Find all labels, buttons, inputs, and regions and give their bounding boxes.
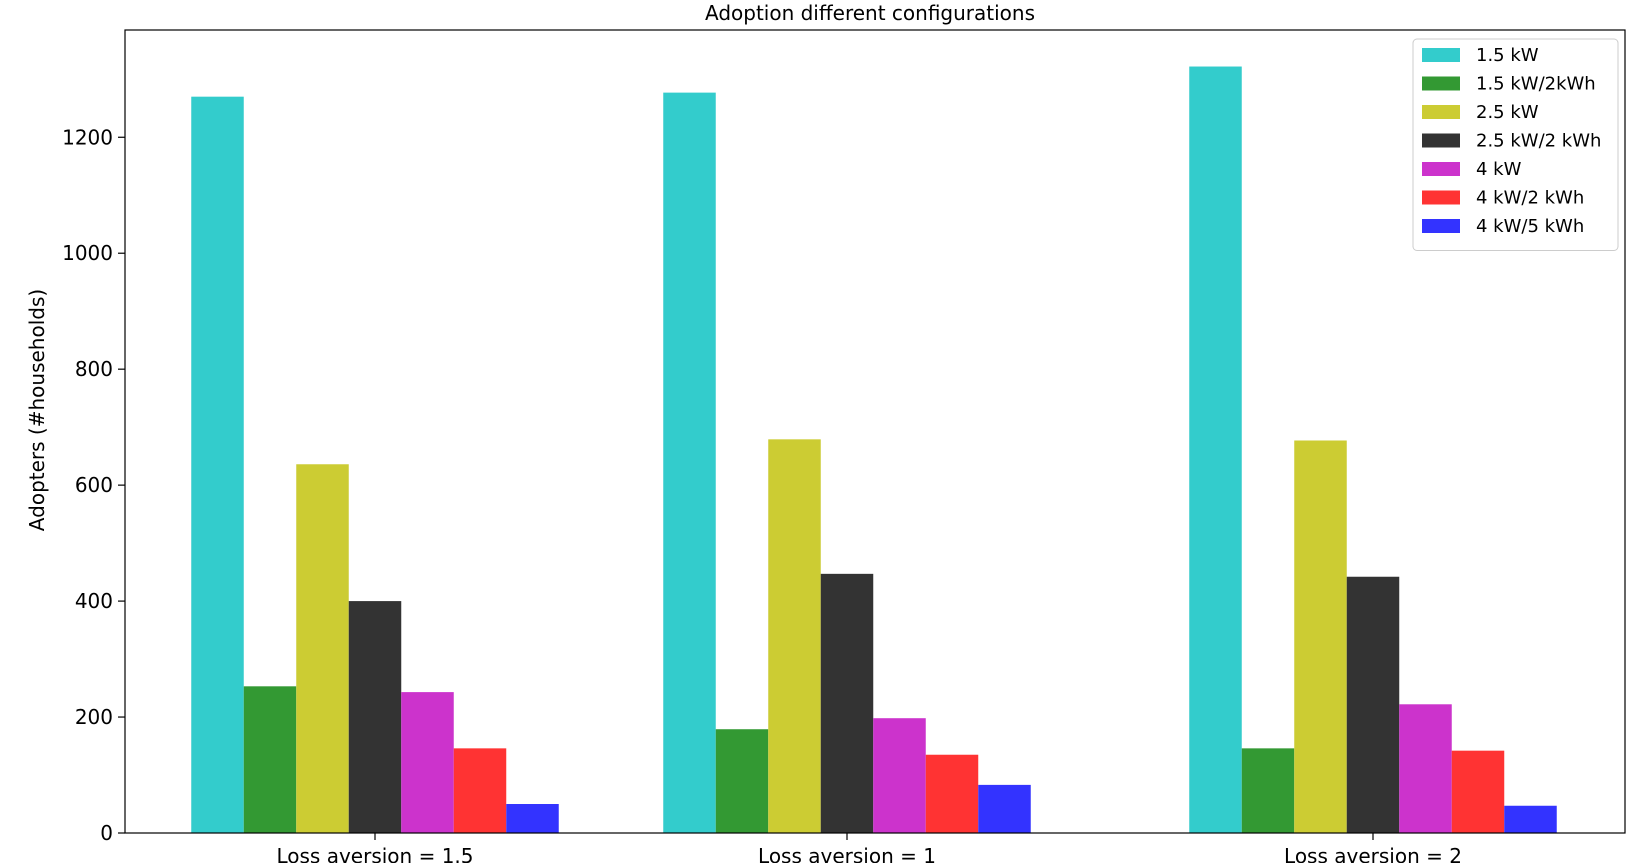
x-axis: Loss aversion = 1.5 Loss aversion = 1 Loss… (276, 833, 1462, 863)
x-tick-label: Loss aversion = 1.5 (276, 844, 473, 863)
bar-series-0-category-1 (663, 92, 716, 834)
x-tick-label: Loss aversion = 1 (758, 844, 936, 863)
y-tick-label: 200 (75, 705, 113, 729)
y-axis: 0 200 400 600 800 1000 1200 (62, 125, 125, 845)
bar-series-1-category-2 (1241, 748, 1295, 833)
y-tick-label: 400 (75, 589, 113, 613)
legend-swatch (1422, 76, 1460, 91)
bar-series-2-category-1 (768, 439, 821, 833)
bar-series-4-category-1 (873, 718, 926, 833)
legend-swatch (1422, 48, 1460, 62)
bar-series-2-category-0 (296, 464, 349, 833)
legend-label: 1.5 kW/2kWh (1476, 74, 1596, 95)
bar-series-0-category-0 (191, 96, 244, 834)
bar-series-4-category-0 (401, 692, 454, 833)
bar-series-3-category-0 (348, 601, 402, 833)
y-tick-label: 0 (100, 821, 113, 845)
legend-swatch (1422, 105, 1460, 119)
bar-series-2-category-2 (1294, 440, 1347, 833)
legend-label: 4 kW/2 kWh (1476, 188, 1584, 209)
bar-series-4-category-2 (1399, 704, 1452, 833)
legend-box (1412, 38, 1619, 251)
legend-label: 1.5 kW (1476, 45, 1539, 66)
bar-series-3-category-2 (1346, 576, 1400, 833)
y-tick-label: 1000 (62, 241, 113, 265)
bar-series-6-category-2 (1504, 805, 1557, 833)
bar-series-1-category-1 (715, 729, 769, 833)
y-tick-label: 800 (75, 357, 113, 381)
bars-group (191, 66, 1557, 834)
bar-series-5-category-0 (453, 748, 507, 833)
legend-swatch (1422, 162, 1460, 176)
bar-series-5-category-2 (1451, 750, 1505, 833)
legend-label: 4 kW/5 kWh (1476, 216, 1584, 237)
bar-series-3-category-1 (820, 573, 874, 833)
plot-frame (124, 29, 1626, 834)
bar-series-6-category-0 (506, 804, 559, 833)
legend-label: 4 kW (1476, 159, 1522, 180)
legend-swatch (1422, 190, 1460, 205)
y-tick-label: 1200 (62, 125, 113, 149)
bar-series-1-category-0 (243, 686, 297, 833)
bar-series-0-category-2 (1189, 66, 1242, 833)
bar-series-5-category-1 (925, 754, 979, 833)
y-axis-label: Adopters (#households) (25, 289, 49, 531)
legend-swatch (1422, 219, 1460, 233)
x-tick-label: Loss aversion = 2 (1284, 844, 1462, 863)
legend-label: 2.5 kW (1476, 102, 1539, 123)
bar-series-6-category-1 (978, 784, 1031, 833)
legend: 1.5 kW 1.5 kW/2kWh 2.5 kW 2.5 kW/2 kWh 4 kW 4… (1412, 38, 1619, 251)
y-tick-label: 600 (75, 473, 113, 497)
legend-swatch (1422, 133, 1460, 148)
legend-label: 2.5 kW/2 kWh (1476, 131, 1601, 152)
chart-title: Adoption different configurations (705, 1, 1035, 25)
